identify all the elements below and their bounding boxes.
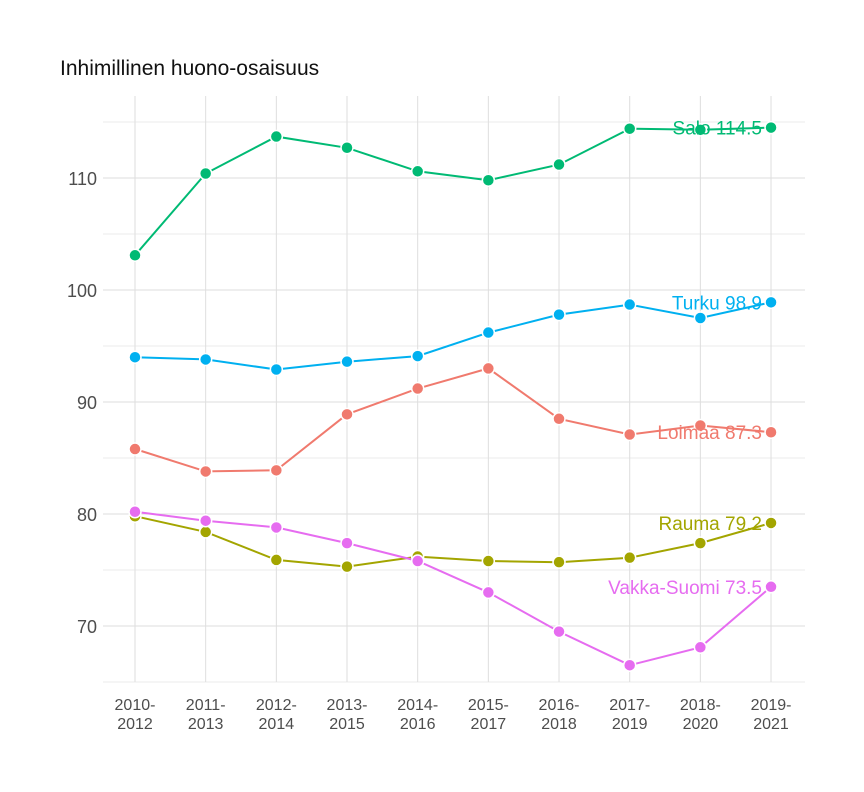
point-rauma	[269, 553, 284, 567]
end-label-loimaa: Loimaa 87.3	[657, 423, 762, 444]
point-loimaa	[552, 412, 566, 426]
point-turku	[693, 311, 708, 325]
point-turku	[128, 350, 142, 364]
point-salo	[198, 166, 213, 181]
series-line-vakka-suomi	[134, 510, 772, 667]
series-line-salo	[134, 126, 772, 256]
point-loimaa	[693, 418, 708, 433]
point-rauma	[622, 550, 637, 565]
point-vakka-suomi	[410, 554, 425, 568]
point-salo	[481, 173, 496, 187]
chart-title: Inhimillinen huono-osaisuus	[60, 57, 320, 80]
point-turku	[764, 295, 778, 310]
point-loimaa	[622, 427, 637, 442]
y-tick-label: 80	[77, 505, 97, 525]
end-label-turku: Turku 98.9	[672, 293, 762, 314]
point-loimaa	[340, 407, 354, 422]
end-label-vakka-suomi: Vakka-Suomi 73.5	[608, 578, 762, 599]
point-loimaa	[269, 463, 284, 478]
x-axis: 2010-2012 2011-2013 2012-2014 2013-2015 2014…	[115, 697, 792, 733]
point-turku	[481, 325, 496, 340]
y-tick-label: 110	[68, 169, 97, 189]
point-salo	[128, 248, 142, 263]
point-rauma	[552, 555, 566, 569]
point-turku	[269, 362, 284, 377]
point-rauma	[481, 554, 496, 568]
point-vakka-suomi	[622, 658, 637, 672]
series-line-rauma	[134, 515, 772, 568]
point-rauma	[693, 536, 708, 550]
point-vakka-suomi	[198, 513, 213, 528]
point-salo	[622, 121, 637, 136]
point-turku	[198, 352, 213, 367]
point-vakka-suomi	[693, 640, 708, 655]
point-vakka-suomi	[764, 580, 778, 594]
x-tick-label: 2013-2015	[327, 697, 368, 733]
point-vakka-suomi	[128, 505, 142, 519]
point-loimaa	[198, 464, 213, 479]
x-tick-label: 2010-2012	[115, 697, 156, 733]
point-vakka-suomi	[269, 520, 284, 535]
point-rauma	[340, 559, 354, 574]
y-tick-label: 100	[67, 281, 97, 301]
end-label-rauma: Rauma 79.2	[658, 514, 762, 535]
series-lines	[134, 126, 772, 667]
x-tick-label: 2014-2016	[397, 697, 438, 733]
series-end-labels: Salo 114.5 Turku 98.9 Loimaa 87.3 Rauma 79.…	[608, 119, 762, 599]
point-rauma	[764, 516, 778, 530]
x-tick-label: 2012-2014	[256, 697, 297, 733]
point-loimaa	[128, 442, 142, 456]
x-tick-label: 2016-2018	[539, 697, 580, 733]
point-turku	[552, 307, 566, 322]
point-loimaa	[410, 381, 425, 396]
series-points	[128, 120, 778, 672]
point-turku	[340, 354, 354, 369]
series-line-turku	[134, 301, 772, 371]
x-tick-label: 2011-2013	[186, 697, 226, 733]
point-salo	[340, 141, 354, 155]
point-turku	[410, 349, 425, 363]
grid	[103, 96, 805, 683]
x-tick-label: 2018-2020	[680, 697, 721, 733]
point-vakka-suomi	[340, 536, 354, 550]
y-tick-label: 90	[77, 393, 97, 413]
point-salo	[410, 164, 425, 179]
point-turku	[622, 297, 637, 312]
series-line-loimaa	[134, 367, 772, 473]
x-tick-label: 2019-2021	[751, 697, 792, 733]
point-vakka-suomi	[481, 585, 496, 600]
x-tick-label: 2017-2019	[609, 697, 650, 733]
point-rauma	[198, 525, 213, 539]
point-salo	[764, 120, 778, 135]
point-salo	[693, 123, 708, 137]
point-salo	[269, 129, 284, 144]
point-loimaa	[481, 361, 496, 376]
end-label-salo: Salo 114.5	[673, 119, 762, 140]
point-loimaa	[764, 425, 778, 439]
y-axis: 70 80 90 100 110	[67, 169, 97, 637]
point-salo	[552, 157, 566, 172]
x-tick-label: 2015-2017	[468, 697, 509, 733]
y-tick-label: 70	[77, 617, 97, 637]
point-vakka-suomi	[552, 624, 566, 639]
